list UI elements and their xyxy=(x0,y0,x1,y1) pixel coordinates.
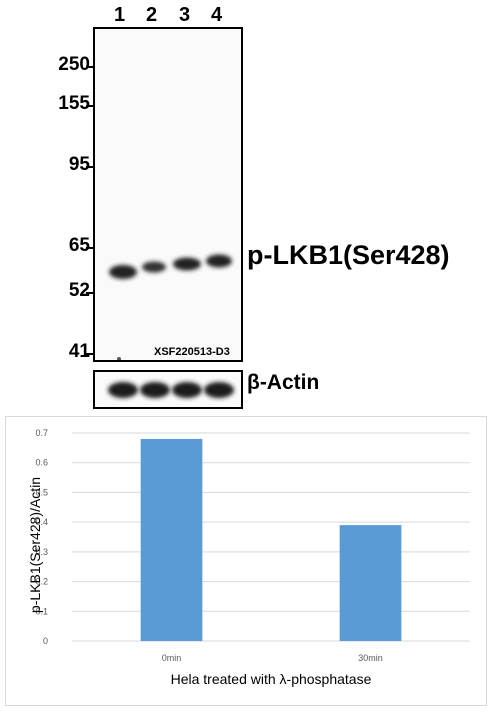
bar-chart-frame: 0 0.1 0.2 0.3 0.4 0.5 0.6 0.7 0min 30min p-LKB1(… xyxy=(5,416,487,706)
actin-band-lane-3 xyxy=(172,382,202,398)
x-tick-label: 0min xyxy=(162,653,182,663)
marker-65: 65 xyxy=(68,235,90,256)
bar-0min xyxy=(140,438,203,641)
marker-tick-155 xyxy=(86,105,98,107)
band-lane-4 xyxy=(206,254,232,268)
y-tick-label: 0.2 xyxy=(35,577,48,587)
bar-30min xyxy=(339,525,402,641)
grid-lines xyxy=(72,432,470,642)
actin-band-lane-1 xyxy=(108,382,138,398)
y-tick-label: 0.3 xyxy=(35,547,48,557)
actin-band-lane-4 xyxy=(204,382,234,398)
target-protein-label: p-LKB1(Ser428) xyxy=(247,240,450,270)
marker-250: 250 xyxy=(58,54,90,75)
lane-number-4: 4 xyxy=(211,4,223,26)
marker-95: 95 xyxy=(68,154,90,175)
band-lane-2 xyxy=(142,261,166,273)
marker-tick-52 xyxy=(86,292,98,294)
bars xyxy=(140,438,402,641)
marker-tick-95 xyxy=(86,166,98,168)
lane-number-2: 2 xyxy=(146,4,158,26)
y-tick-label: 0 xyxy=(43,636,48,646)
actin-band-lane-2 xyxy=(140,382,170,398)
bar-chart: 0 0.1 0.2 0.3 0.4 0.5 0.6 0.7 0min 30min p-LKB1(… xyxy=(27,428,470,687)
marker-52: 52 xyxy=(68,280,90,301)
lane-number-1: 1 xyxy=(114,4,126,26)
experiment-code: XSF220513-D3 xyxy=(154,346,230,358)
marker-41: 41 xyxy=(68,341,90,362)
y-tick-label: 0.1 xyxy=(35,606,48,616)
actin-blot-panel xyxy=(93,370,243,409)
x-tick-label: 30min xyxy=(358,653,383,663)
x-tick-labels: 0min 30min xyxy=(162,653,383,663)
y-tick-label: 0.7 xyxy=(35,428,48,438)
actin-blot-bands xyxy=(108,382,234,398)
y-tick-labels: 0 0.1 0.2 0.3 0.4 0.5 0.6 0.7 xyxy=(35,428,48,646)
blot-speck xyxy=(117,357,121,360)
marker-155: 155 xyxy=(58,93,90,114)
marker-tick-250 xyxy=(86,66,98,68)
y-tick-label: 0.6 xyxy=(35,458,48,468)
band-lane-3 xyxy=(173,257,201,271)
marker-tick-41 xyxy=(86,353,98,355)
y-tick-label: 0.5 xyxy=(35,487,48,497)
loading-control-label: β-Actin xyxy=(247,371,320,394)
lane-number-3: 3 xyxy=(179,4,191,26)
band-lane-1 xyxy=(109,265,137,279)
marker-tick-65 xyxy=(86,247,98,249)
x-axis-label: Hela treated with λ-phosphatase xyxy=(171,671,372,687)
y-axis-label: p-LKB1(Ser428)/Actin xyxy=(27,477,43,613)
main-blot-panel xyxy=(93,27,243,362)
main-blot-bands xyxy=(109,254,232,360)
y-tick-label: 0.4 xyxy=(35,517,48,527)
